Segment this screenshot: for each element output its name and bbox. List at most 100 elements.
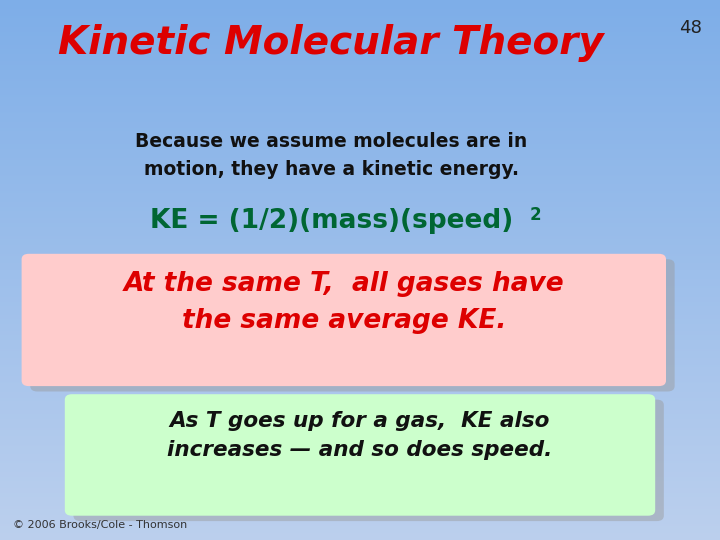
Bar [0,416,720,417]
Bar [0,54,720,56]
Bar [0,11,720,12]
Bar [0,144,720,146]
Bar [0,515,720,517]
Bar [0,308,720,309]
Bar [0,275,720,277]
Bar [0,216,720,218]
Bar [0,475,720,477]
Bar [0,5,720,7]
Bar [0,282,720,285]
Bar [0,160,720,162]
Bar [0,525,720,528]
Bar [0,47,720,49]
Bar [0,81,720,83]
Bar [0,25,720,27]
Bar [0,180,720,182]
Bar [0,12,720,15]
Bar [0,285,720,286]
FancyBboxPatch shape [65,394,655,516]
Text: © 2006 Brooks/Cole - Thomson: © 2006 Brooks/Cole - Thomson [13,520,187,530]
Bar [0,319,720,320]
Bar [0,79,720,81]
Bar [0,184,720,185]
Bar [0,113,720,115]
Bar [0,128,720,130]
Bar [0,301,720,302]
Bar [0,355,720,356]
FancyBboxPatch shape [22,254,666,386]
Bar [0,412,720,414]
Bar [0,313,720,315]
Bar [0,457,720,459]
Bar [0,340,720,342]
Bar [0,281,720,282]
Bar [0,104,720,106]
FancyBboxPatch shape [30,259,675,392]
Bar [0,77,720,79]
Bar [0,223,720,225]
Bar [0,369,720,371]
Bar [0,488,720,490]
Bar [0,454,720,455]
Bar [0,23,720,25]
Bar [0,99,720,101]
Bar [0,425,720,427]
Text: KE = (1/2)(mass)(speed): KE = (1/2)(mass)(speed) [150,208,513,234]
Bar [0,274,720,275]
Bar [0,524,720,525]
Bar [0,398,720,400]
Bar [0,22,720,23]
Bar [0,96,720,97]
Bar [0,533,720,535]
Bar [0,481,720,482]
Bar [0,450,720,452]
Bar [0,328,720,329]
Bar [0,31,720,32]
Bar [0,187,720,189]
Bar [0,385,720,387]
Bar [0,239,720,241]
Bar [0,477,720,479]
Bar [0,151,720,153]
Bar [0,272,720,274]
Bar [0,374,720,376]
Bar [0,403,720,405]
Bar [0,504,720,506]
Bar [0,261,720,263]
Bar [0,198,720,200]
Bar [0,322,720,324]
Bar [0,69,720,70]
Bar [0,531,720,533]
Bar [0,366,720,367]
Bar [0,414,720,416]
Bar [0,101,720,103]
Bar [0,231,720,232]
Bar [0,509,720,511]
Bar [0,432,720,434]
Bar [0,309,720,312]
Bar [0,468,720,470]
Bar [0,252,720,254]
Bar [0,376,720,378]
Bar [0,166,720,167]
Bar [0,405,720,407]
Bar [0,471,720,474]
Bar [0,93,720,96]
Bar [0,320,720,322]
Text: Kinetic Molecular Theory: Kinetic Molecular Theory [58,24,604,62]
Bar [0,167,720,169]
Bar [0,277,720,279]
Text: At the same T,  all gases have
the same average KE.: At the same T, all gases have the same a… [124,271,564,334]
Bar [0,16,720,18]
Bar [0,393,720,394]
Bar [0,123,720,124]
Bar [0,331,720,333]
Bar [0,421,720,423]
Bar [0,254,720,255]
Bar [0,508,720,509]
Bar [0,486,720,488]
Bar [0,112,720,113]
Bar [0,106,720,108]
Bar [0,299,720,301]
Bar [0,177,720,178]
